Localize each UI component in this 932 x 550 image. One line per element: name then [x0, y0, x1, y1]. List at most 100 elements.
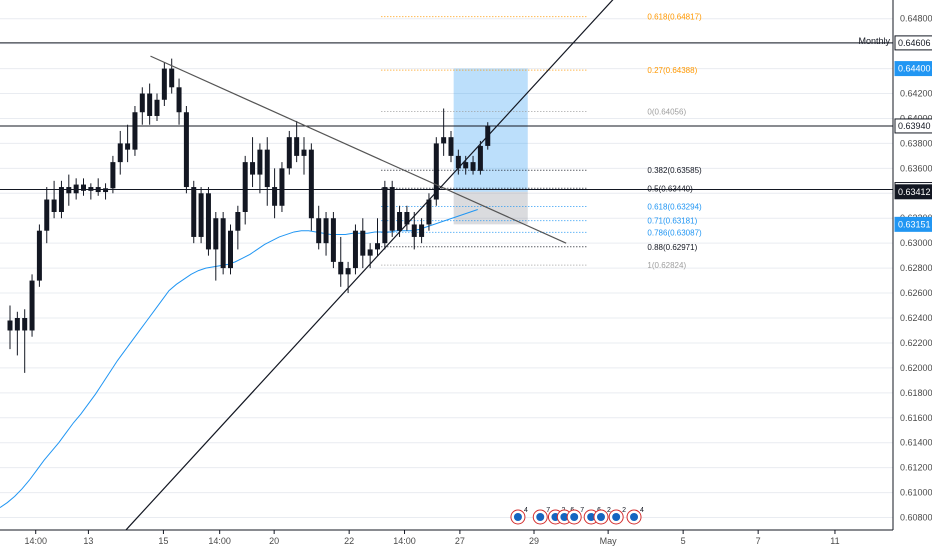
fib-level-label: 0.786(0.63087)	[647, 228, 702, 237]
time-tick-label: 5	[681, 536, 686, 546]
price-badge-label: 0.64606	[898, 38, 931, 48]
time-tick-label: May	[600, 536, 618, 546]
candle	[161, 62, 167, 106]
candle	[103, 183, 109, 200]
candle	[95, 178, 101, 196]
candle	[279, 162, 285, 212]
price-tick-label: 0.62600	[900, 288, 932, 298]
candle	[183, 106, 189, 194]
time-tick-label: 14:00	[208, 536, 231, 546]
candle-body	[44, 199, 50, 231]
candle-body	[213, 218, 219, 250]
economic-events[interactable]: 472676224	[510, 507, 644, 525]
fib-level-label: 0.27(0.64388)	[647, 66, 697, 75]
candle-body	[264, 149, 270, 188]
event-count: 4	[524, 507, 528, 514]
candle-body	[198, 193, 204, 237]
candle	[360, 218, 366, 269]
ma-line	[0, 209, 478, 508]
candle-body	[433, 143, 439, 200]
trendline[interactable]	[150, 55, 567, 244]
candle	[169, 58, 175, 94]
candle-body	[272, 187, 278, 206]
candle	[81, 178, 86, 196]
position-box[interactable]	[453, 68, 528, 225]
event-count: 4	[640, 507, 644, 514]
candle	[154, 93, 160, 121]
candle-body	[7, 320, 13, 331]
candle	[66, 174, 72, 206]
fib-level-label: 0.71(0.63181)	[647, 217, 697, 226]
price-badge	[894, 184, 932, 200]
candle-body	[110, 162, 116, 189]
candle	[375, 218, 380, 256]
stop-zone[interactable]	[453, 191, 528, 225]
target-zone[interactable]	[453, 68, 528, 192]
candle-body	[382, 187, 388, 244]
candle	[198, 187, 204, 244]
price-axis[interactable]: 0.648000.646000.644000.642000.640000.638…	[892, 0, 932, 530]
candle	[88, 183, 94, 200]
candle-body	[316, 218, 322, 244]
event-flag-inner	[587, 513, 596, 521]
candle-body	[132, 112, 138, 150]
fibonacci-retracement[interactable]: 0.618(0.64817) 0.27(0.64388) 0(0.64056) 0.3…	[381, 13, 702, 271]
price-tick-label: 0.61400	[900, 438, 932, 448]
price-tick-label: 0.61800	[900, 388, 932, 398]
event-count: 7	[580, 507, 584, 514]
trendline[interactable]	[125, 0, 621, 531]
trendlines[interactable]	[125, 0, 621, 531]
candle-body	[73, 184, 79, 194]
candle-body	[257, 149, 263, 175]
candle	[213, 212, 219, 281]
price-tick-label: 0.63000	[900, 238, 932, 248]
candles	[7, 58, 491, 373]
candle	[235, 205, 241, 250]
candle	[36, 224, 42, 287]
price-tick-label: 0.62000	[900, 363, 932, 373]
candle	[139, 87, 145, 125]
candle-body	[294, 137, 300, 156]
event-flag-inner	[513, 513, 522, 521]
time-axis[interactable]: 14:00 13 15 14:00 20 22 14:00 27 29 May 5 7 11	[0, 529, 893, 546]
candle-body	[301, 149, 307, 156]
event-flag-inner	[536, 513, 545, 521]
price-badge-label: 0.64400	[898, 64, 931, 74]
price-badge-label: 0.63412	[898, 187, 931, 197]
event-flag-inner	[612, 513, 621, 521]
candle	[389, 180, 395, 237]
event-flag-inner	[596, 513, 605, 521]
candle	[147, 83, 153, 125]
candle	[433, 137, 439, 206]
candle-body	[250, 162, 256, 175]
candle-body	[95, 187, 101, 193]
time-tick-label: 14:00	[393, 536, 416, 546]
candle	[44, 187, 50, 244]
candle-body	[330, 218, 336, 262]
candle	[419, 218, 425, 244]
candle	[330, 212, 336, 269]
candle-body	[286, 137, 292, 169]
candle-body	[345, 268, 351, 275]
candle	[242, 155, 248, 225]
price-badge	[894, 118, 932, 134]
candle	[441, 108, 447, 156]
fib-level-label: 0.5(0.63440)	[647, 184, 693, 193]
price-badge	[894, 35, 932, 51]
candle-body	[455, 155, 461, 169]
candle-body	[169, 68, 175, 88]
fib-level-label: 1(0.62824)	[647, 261, 686, 270]
time-tick-label: 22	[344, 536, 354, 546]
candle	[352, 224, 358, 275]
candle	[316, 205, 322, 250]
candle-body	[352, 230, 358, 269]
candle-body	[183, 112, 189, 188]
price-tick-label: 0.61200	[900, 463, 932, 473]
price-tick-label: 0.64800	[900, 14, 932, 24]
candle-body	[360, 230, 366, 256]
price-tick-label: 0.64200	[900, 89, 932, 99]
candle-body	[88, 187, 94, 191]
candle-body	[419, 224, 425, 237]
candle	[29, 274, 35, 337]
